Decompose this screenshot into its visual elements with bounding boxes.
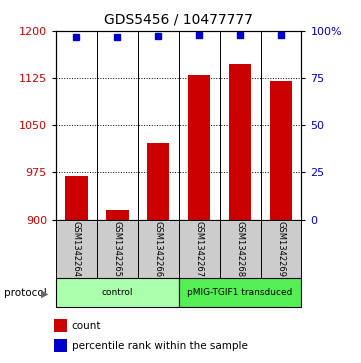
Bar — [65, 176, 88, 220]
Text: count: count — [71, 321, 101, 331]
Text: pMIG-TGIF1 transduced: pMIG-TGIF1 transduced — [187, 288, 293, 297]
Bar — [56, 278, 179, 307]
Text: GSM1342265: GSM1342265 — [113, 221, 122, 277]
Text: ▶: ▶ — [42, 288, 49, 298]
Bar — [147, 143, 170, 220]
Bar — [270, 81, 292, 220]
Title: GDS5456 / 10477777: GDS5456 / 10477777 — [104, 13, 253, 27]
Text: protocol: protocol — [4, 288, 46, 298]
Text: percentile rank within the sample: percentile rank within the sample — [71, 341, 247, 351]
Bar — [261, 220, 301, 278]
Bar — [138, 220, 179, 278]
Bar — [219, 220, 261, 278]
Text: GSM1342268: GSM1342268 — [236, 221, 244, 277]
Bar — [53, 339, 67, 352]
Bar — [188, 75, 210, 220]
Bar — [106, 210, 129, 220]
Bar — [53, 319, 67, 332]
Bar — [179, 220, 219, 278]
Text: GSM1342264: GSM1342264 — [72, 221, 81, 277]
Text: GSM1342267: GSM1342267 — [195, 221, 204, 277]
Text: GSM1342269: GSM1342269 — [277, 221, 286, 277]
Bar — [229, 64, 251, 220]
Text: control: control — [101, 288, 133, 297]
Text: GSM1342266: GSM1342266 — [154, 221, 163, 277]
Bar — [179, 278, 301, 307]
Bar — [56, 220, 97, 278]
Bar — [97, 220, 138, 278]
